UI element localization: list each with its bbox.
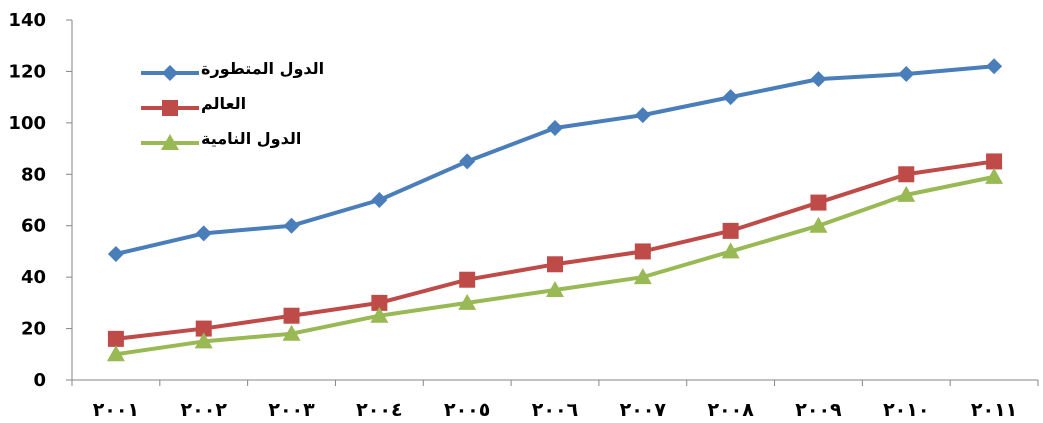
x-tick-label: ٢٠٠٢ xyxy=(181,399,228,421)
data-point xyxy=(810,71,827,88)
x-tick-label: ٢٠٠١ xyxy=(93,399,139,421)
y-tick-label: 0 xyxy=(33,370,46,391)
series-line xyxy=(115,64,995,256)
data-point xyxy=(371,192,388,208)
data-point xyxy=(985,167,1004,184)
x-tick-label: ٢٠٠٤ xyxy=(356,399,402,421)
x-tick-label: ٢٠٠٦ xyxy=(532,399,578,421)
data-point xyxy=(986,153,1003,170)
x-tick-label: ٢٠٠٧ xyxy=(620,399,667,421)
x-tick-label: ٢٠١٠ xyxy=(883,399,929,421)
data-point xyxy=(194,332,213,349)
data-point xyxy=(722,222,739,239)
y-tick-label: 140 xyxy=(8,10,46,31)
data-point xyxy=(106,345,125,362)
data-point xyxy=(283,307,300,324)
y-tick-label: 80 xyxy=(21,164,46,185)
y-tick-label: 40 xyxy=(21,267,46,288)
y-tick-label: 20 xyxy=(21,319,46,340)
legend-swatch-marker xyxy=(161,134,179,150)
data-point xyxy=(634,107,651,124)
data-point xyxy=(986,58,1003,75)
legend: الدول المتطورة العالم الدول النامية xyxy=(141,59,324,150)
data-point xyxy=(547,120,563,136)
series-2 xyxy=(107,153,1003,347)
data-point xyxy=(458,293,477,310)
data-point xyxy=(107,330,124,347)
legend-item-3: الدول النامية xyxy=(141,129,301,150)
x-axis-tick-labels: ٢٠٠١ ٢٠٠٢ ٢٠٠٣ ٢٠٠٤ ٢٠٠٥ ٢٠٠٦ ٢٠٠٧ ٢٠٠٨ ٢٠٠٩ ٢٠١٠… xyxy=(93,399,1018,421)
data-point xyxy=(283,217,300,234)
axes xyxy=(66,19,1039,386)
data-point xyxy=(459,153,476,170)
data-point xyxy=(897,185,916,202)
data-point xyxy=(546,281,564,297)
legend-label: الدول المتطورة xyxy=(201,59,324,78)
data-point xyxy=(370,306,389,323)
data-point xyxy=(459,271,476,288)
y-tick-label: 100 xyxy=(8,113,46,134)
x-tick-label: ٢٠٠٣ xyxy=(268,399,315,421)
x-tick-label: ٢٠٠٩ xyxy=(795,399,842,421)
data-point xyxy=(195,225,212,242)
series-layer xyxy=(106,58,1004,362)
legend-swatch-marker xyxy=(162,100,178,116)
data-point xyxy=(722,89,739,106)
data-point xyxy=(634,243,651,260)
data-point xyxy=(282,324,301,341)
x-tick-label: ٢٠٠٨ xyxy=(707,399,754,421)
legend-swatch-marker xyxy=(162,65,178,81)
y-tick-label: 120 xyxy=(8,61,46,82)
x-tick-label: ٢٠١١ xyxy=(971,399,1017,421)
data-point xyxy=(107,246,124,262)
data-point xyxy=(371,294,388,311)
legend-label: العالم xyxy=(201,94,246,113)
series-3 xyxy=(106,167,1004,362)
data-point xyxy=(547,256,563,273)
x-tick-label: ٢٠٠٥ xyxy=(444,399,490,421)
data-point xyxy=(195,320,212,337)
legend-item-1: الدول المتطورة xyxy=(141,59,324,81)
data-point xyxy=(721,242,740,259)
data-point xyxy=(810,194,827,211)
data-point xyxy=(633,268,652,285)
y-tick-label: 60 xyxy=(21,216,46,237)
legend-item-2: العالم xyxy=(141,94,246,116)
data-point xyxy=(809,216,828,233)
legend-label: الدول النامية xyxy=(201,129,301,148)
data-point xyxy=(898,166,915,183)
data-point xyxy=(898,66,915,82)
series-line xyxy=(115,159,995,341)
y-axis-tick-labels: 0 20 40 60 80 100 120 140 xyxy=(8,10,46,391)
series-1 xyxy=(107,58,1003,262)
